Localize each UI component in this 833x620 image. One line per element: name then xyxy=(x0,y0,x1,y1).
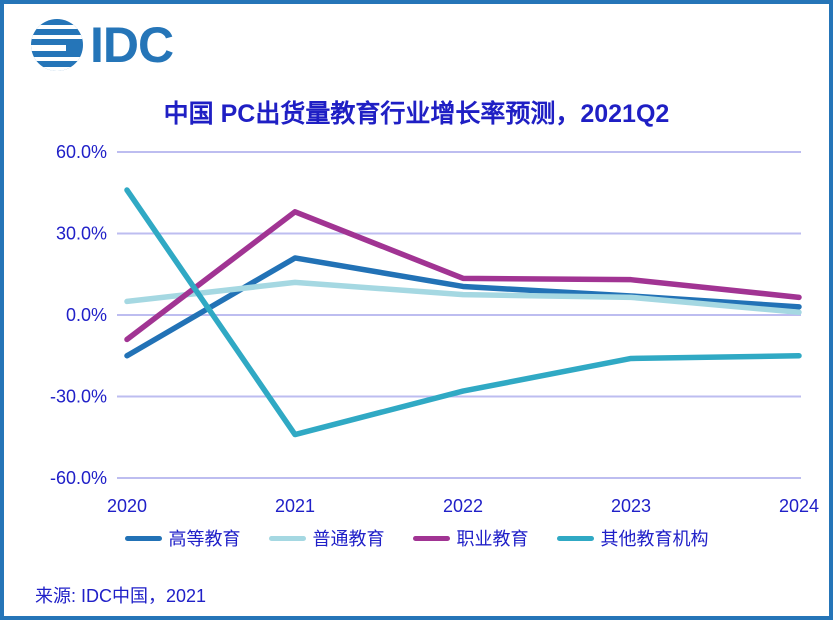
x-tick-label: 2020 xyxy=(107,496,147,516)
series-line xyxy=(124,279,802,316)
chart-legend: 高等教育 普通教育 职业教育 其他教育机构 xyxy=(4,525,829,551)
growth-line-chart: 60.0% 30.0% 0.0% -30.0% -60.0%2020 2021 2022 20… xyxy=(50,142,819,516)
legend-label: 职业教育 xyxy=(456,529,529,549)
legend-item: 高等教育 xyxy=(124,525,241,551)
x-tick-label: 2023 xyxy=(611,496,651,516)
series-line xyxy=(124,187,802,438)
series-line xyxy=(124,209,802,343)
idc-logo: IDC xyxy=(30,17,174,73)
legend-swatch xyxy=(556,535,594,541)
source-note: 来源: IDC中国，2021 xyxy=(35,586,207,606)
legend-label: 高等教育 xyxy=(168,529,241,549)
x-tick-label: 2022 xyxy=(443,496,483,516)
legend-item: 其他教育机构 xyxy=(556,525,709,551)
legend-swatch xyxy=(268,535,306,541)
y-tick-label: -60.0% xyxy=(50,468,107,488)
legend-label: 其他教育机构 xyxy=(600,529,709,549)
legend-swatch xyxy=(124,535,162,541)
y-tick-label: 0.0% xyxy=(66,305,107,325)
legend-item: 普通教育 xyxy=(268,525,385,551)
y-tick-label: 30.0% xyxy=(56,224,107,244)
x-tick-label: 2021 xyxy=(275,496,315,516)
globe-icon xyxy=(31,19,83,71)
legend-item: 职业教育 xyxy=(412,525,529,551)
y-tick-label: -30.0% xyxy=(50,387,107,407)
chart-title: 中国 PC出货量教育行业增长率预测，2021Q2 xyxy=(163,100,670,128)
legend-swatch xyxy=(412,535,450,541)
y-tick-label: 60.0% xyxy=(56,142,107,162)
logo-text: IDC xyxy=(90,17,174,73)
legend-label: 普通教育 xyxy=(312,529,385,549)
x-tick-label: 2024 xyxy=(779,496,819,516)
